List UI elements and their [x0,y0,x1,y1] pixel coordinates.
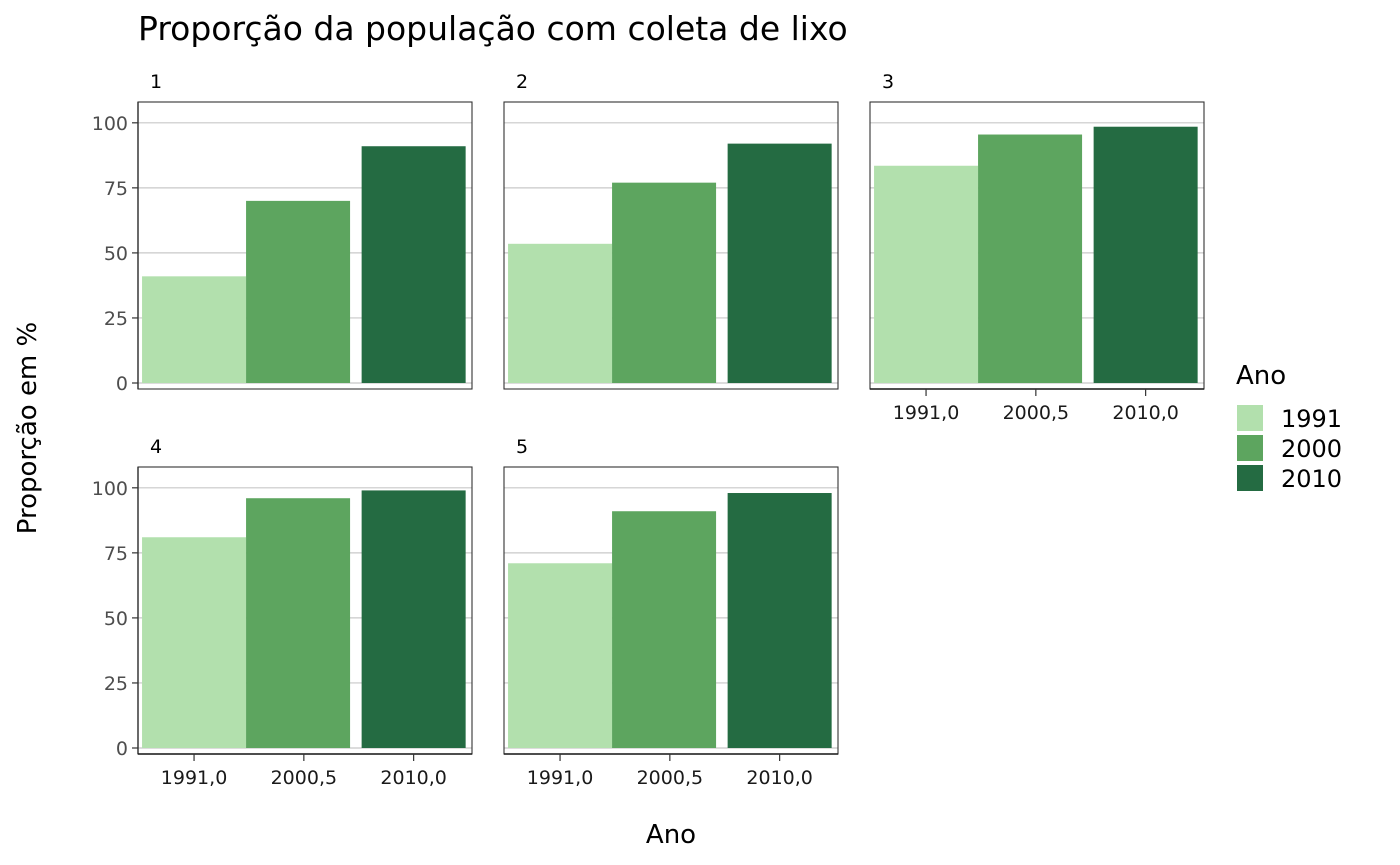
bar-4-2010 [361,490,466,748]
facet-label: 2 [516,71,528,93]
x-axis-title: Ano [646,820,696,850]
legend-swatch-1991 [1237,405,1263,431]
legend-label-2010: 2010 [1281,465,1342,493]
facet-panel-2: 2 [503,71,839,390]
bar-1-1991 [142,276,247,383]
panel-border [503,101,839,390]
facet-panel-4: 4 0 25 50 75 100 1991,0 2000,5 2010,0 [92,436,473,789]
bar-3-2010 [1093,126,1198,383]
bar-2-2000 [612,182,717,383]
facet-label: 5 [516,436,528,458]
x-tick-label: 2010,0 [746,767,812,789]
facet-label: 3 [882,71,894,93]
bar-2-1991 [508,243,613,383]
bar-5-2010 [727,493,832,748]
facet-label: 1 [150,71,162,93]
bar-5-1991 [508,563,613,748]
bar-3-1991 [874,165,979,383]
x-tick-label: 1991,0 [161,767,227,789]
facet-panel-5: 5 1991,0 2000,5 2010,0 [503,436,839,789]
y-tick-label: 100 [92,113,128,135]
y-tick-label: 100 [92,478,128,500]
bar-4-2000 [246,498,351,748]
bar-1-2000 [246,200,351,383]
x-tick-label: 2000,5 [1003,402,1069,424]
x-tick-label: 1991,0 [893,402,959,424]
legend-swatch-2010 [1237,465,1263,491]
y-tick-label: 50 [104,243,128,265]
bar-4-1991 [142,537,247,748]
bar-1-2010 [361,146,466,383]
x-tick-label: 2010,0 [1112,402,1178,424]
x-tick-label: 2010,0 [380,767,446,789]
y-tick-label: 25 [104,673,128,695]
y-axis-title: Proporção em % [13,322,43,534]
legend-label-1991: 1991 [1281,405,1342,433]
legend-label-2000: 2000 [1281,435,1342,463]
y-tick-label: 0 [116,373,128,395]
legend-swatch-2000 [1237,435,1263,461]
facet-panel-3: 3 1991,0 2000,5 2010,0 [869,71,1205,424]
legend-title: Ano [1236,361,1286,391]
x-tick-label: 2000,5 [271,767,337,789]
x-tick-label: 1991,0 [527,767,593,789]
bar-5-2000 [612,511,717,748]
y-tick-label: 50 [104,608,128,630]
bar-2-2010 [727,143,832,383]
x-tick-label: 2000,5 [637,767,703,789]
bar-3-2000 [978,134,1083,383]
facet-panel-1: 1 0 25 50 75 100 [92,71,473,395]
y-tick-label: 25 [104,308,128,330]
y-tick-label: 75 [104,543,128,565]
y-tick-label: 75 [104,178,128,200]
facet-label: 4 [150,436,162,458]
y-tick-label: 0 [116,738,128,760]
chart-title: Proporção da população com coleta de lix… [138,9,848,48]
